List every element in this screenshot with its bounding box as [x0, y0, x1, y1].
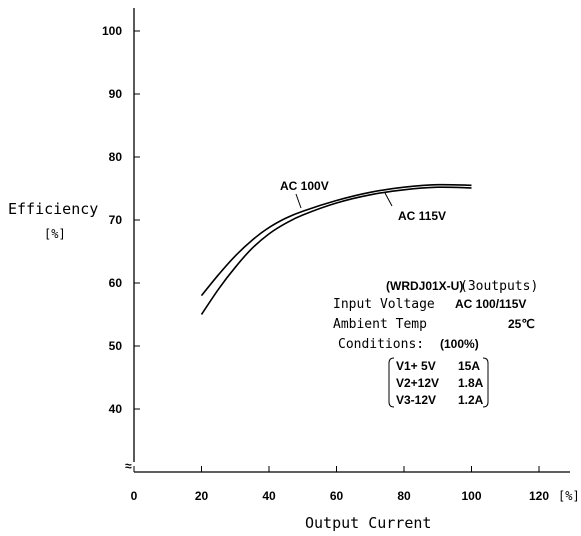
x-tick-label: 60: [330, 489, 344, 503]
x-axis-title: Output Current: [305, 514, 431, 532]
output-current: 1.8A: [458, 376, 484, 390]
series-label-ac115: AC 115V: [398, 209, 446, 223]
output-name: V3-12V: [396, 393, 436, 407]
y-tick-label: 80: [109, 150, 123, 164]
y-tick-label: 40: [109, 402, 123, 416]
model-name: (WRDJ01X-U): [386, 279, 463, 293]
conditions-label: Conditions:: [338, 337, 424, 352]
left-bracket: [388, 357, 395, 408]
y-tick-label: 50: [109, 339, 123, 353]
x-tick-label: 40: [262, 489, 276, 503]
model-suffix: (3outputs): [460, 279, 538, 294]
y-axis-unit: [%]: [44, 227, 66, 241]
y-tick-label: 60: [109, 276, 123, 290]
leader-ac100: [295, 193, 302, 209]
y-ticks: 40 50 60 70 80 90 100: [102, 24, 140, 416]
y-tick-label: 100: [102, 24, 122, 38]
input-voltage-label: Input Voltage: [333, 297, 435, 312]
x-tick-label: 0: [131, 489, 138, 503]
right-bracket: [482, 357, 489, 408]
conditions-box: (WRDJ01X-U) (3outputs) Input Voltage AC …: [333, 279, 538, 408]
output-name: V1+ 5V: [396, 359, 436, 373]
series-lines: [200, 183, 472, 315]
leader-ac115: [384, 192, 393, 207]
ambient-value: 25℃: [508, 317, 535, 331]
x-tick-label: 20: [195, 489, 209, 503]
conditions-value: (100%): [440, 337, 479, 351]
output-name: V2+12V: [396, 376, 439, 390]
series-line-ac100: [200, 183, 472, 297]
x-tick-label: 100: [461, 489, 481, 503]
x-ticks: 0 20 40 60 80 100 120: [131, 466, 549, 503]
x-axis-unit: [%]: [558, 489, 580, 503]
output-current: 1.2A: [458, 393, 484, 407]
y-axis-title: Efficiency: [8, 200, 98, 218]
axis-break-mark: ≈: [125, 459, 132, 473]
y-tick-label: 90: [109, 87, 123, 101]
x-tick-label: 120: [529, 489, 549, 503]
series-line-ac115: [200, 186, 472, 315]
output-current: 15A: [458, 359, 480, 373]
ambient-label: Ambient Temp: [333, 317, 427, 332]
series-label-ac100: AC 100V: [280, 179, 329, 193]
y-tick-label: 70: [109, 213, 123, 227]
x-tick-label: 80: [397, 489, 411, 503]
input-voltage-value: AC 100/115V: [455, 297, 526, 311]
